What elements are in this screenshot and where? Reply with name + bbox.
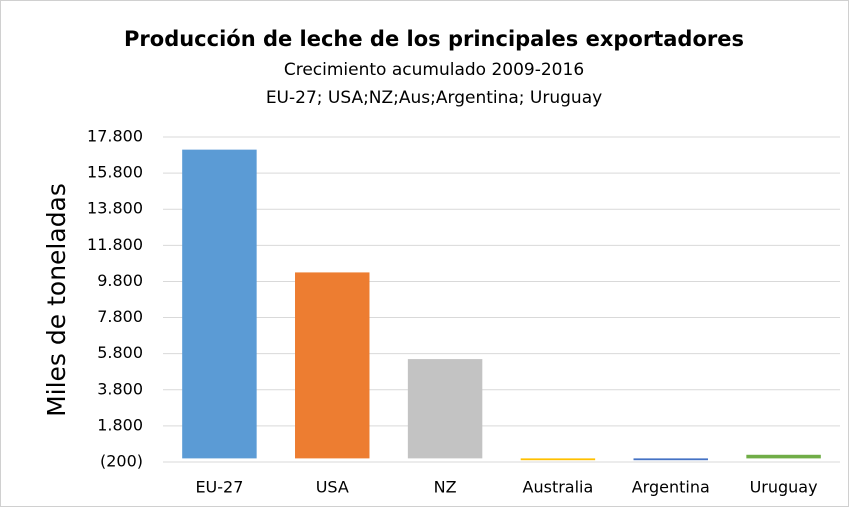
- x-tick-label: Argentina: [632, 478, 710, 497]
- bar: [295, 272, 370, 459]
- y-tick-label: 7.800: [97, 307, 143, 326]
- chart-subtitle: EU-27; USA;NZ;Aus;Argentina; Uruguay: [266, 88, 602, 108]
- bar: [407, 359, 483, 459]
- y-tick-label: (200): [100, 452, 143, 471]
- y-tick-label: 13.800: [87, 199, 143, 218]
- bar: [633, 458, 708, 461]
- y-tick-label: 15.800: [87, 163, 143, 182]
- y-tick-label: 5.800: [97, 343, 143, 362]
- y-tick-label: 9.800: [97, 271, 143, 290]
- bar: [182, 149, 257, 459]
- x-tick-label: Australia: [523, 478, 594, 497]
- y-tick-label: 1.800: [97, 415, 143, 434]
- x-tick-label: NZ: [434, 478, 457, 497]
- x-tick-label: Uruguay: [750, 478, 818, 497]
- y-axis-label: Miles de toneladas: [42, 183, 71, 417]
- chart-title: Producción de leche de los principales e…: [124, 27, 744, 51]
- x-tick-label: USA: [316, 478, 349, 497]
- y-tick-label: 11.800: [87, 235, 143, 254]
- y-tick-label: 3.800: [97, 379, 143, 398]
- bar: [746, 454, 821, 459]
- chart-subtitle: Crecimiento acumulado 2009-2016: [284, 60, 584, 80]
- x-tick-label: EU-27: [195, 478, 243, 497]
- bar: [520, 458, 596, 461]
- y-tick-label: 17.800: [87, 127, 143, 146]
